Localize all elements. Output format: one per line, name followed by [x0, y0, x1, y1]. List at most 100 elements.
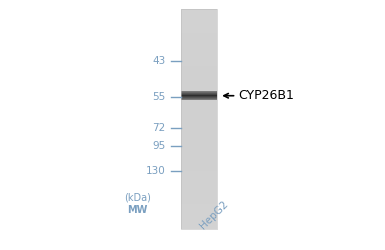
Bar: [181, 114, 218, 116]
Bar: [181, 113, 218, 114]
Bar: [181, 102, 218, 104]
Bar: [181, 74, 218, 75]
Bar: [181, 16, 218, 18]
Bar: [181, 9, 218, 229]
Bar: [181, 55, 218, 56]
Bar: [181, 23, 218, 24]
Bar: [181, 172, 218, 173]
Bar: [181, 146, 218, 148]
Bar: [181, 69, 218, 70]
Bar: [181, 26, 218, 28]
Bar: [181, 194, 218, 195]
Bar: [181, 196, 218, 197]
Bar: [181, 165, 218, 166]
Bar: [181, 190, 218, 192]
Bar: [181, 109, 218, 110]
Bar: [181, 107, 218, 108]
Bar: [181, 106, 218, 107]
Bar: [181, 58, 218, 59]
Bar: [181, 53, 218, 54]
Bar: [181, 44, 218, 45]
Bar: [181, 110, 218, 111]
Bar: [181, 56, 218, 57]
Bar: [181, 144, 218, 145]
Bar: [181, 129, 218, 130]
Bar: [181, 141, 218, 142]
Bar: [181, 164, 218, 165]
Bar: [181, 160, 218, 162]
Bar: [181, 18, 218, 19]
Bar: [181, 98, 218, 99]
Bar: [181, 151, 218, 152]
Bar: [181, 198, 218, 199]
Bar: [181, 65, 218, 66]
Bar: [181, 34, 218, 35]
Bar: [181, 54, 218, 55]
Bar: [181, 63, 218, 64]
Bar: [181, 201, 218, 202]
Bar: [181, 192, 218, 194]
Bar: [181, 35, 218, 36]
Bar: [181, 88, 218, 89]
Bar: [181, 68, 218, 69]
Bar: [181, 40, 218, 41]
Bar: [181, 78, 218, 79]
Bar: [181, 226, 218, 227]
Bar: [181, 14, 218, 16]
Bar: [181, 132, 218, 133]
Bar: [181, 60, 218, 62]
Bar: [181, 228, 218, 229]
Bar: [181, 180, 218, 182]
Bar: [181, 145, 218, 146]
Bar: [181, 227, 218, 228]
Bar: [181, 136, 218, 138]
Bar: [181, 87, 218, 88]
Bar: [181, 67, 218, 68]
Bar: [181, 46, 218, 47]
Text: MW: MW: [127, 205, 147, 215]
Bar: [181, 28, 218, 30]
Text: 95: 95: [152, 141, 166, 151]
Bar: [181, 66, 218, 67]
Bar: [181, 197, 218, 198]
Bar: [181, 174, 218, 175]
Bar: [181, 154, 218, 155]
Bar: [181, 100, 218, 101]
Bar: [181, 206, 218, 207]
Bar: [181, 182, 218, 183]
Bar: [181, 116, 218, 118]
Bar: [181, 153, 218, 154]
Bar: [181, 11, 218, 12]
Bar: [181, 148, 218, 150]
Bar: [181, 96, 218, 97]
Bar: [181, 57, 218, 58]
Bar: [181, 85, 218, 86]
Bar: [181, 119, 218, 120]
Bar: [181, 92, 218, 94]
Bar: [181, 188, 218, 189]
Bar: [181, 70, 218, 72]
Bar: [181, 118, 218, 119]
Bar: [181, 75, 218, 76]
Bar: [181, 22, 218, 23]
Bar: [181, 173, 218, 174]
Bar: [181, 38, 218, 40]
Bar: [181, 221, 218, 222]
Bar: [181, 82, 218, 84]
Bar: [181, 187, 218, 188]
Bar: [181, 80, 218, 82]
Bar: [181, 50, 218, 52]
Bar: [181, 207, 218, 208]
Text: 43: 43: [152, 56, 166, 66]
Bar: [181, 45, 218, 46]
Bar: [181, 211, 218, 212]
Bar: [181, 101, 218, 102]
Bar: [181, 150, 218, 151]
Bar: [181, 122, 218, 123]
Bar: [181, 86, 218, 87]
Bar: [181, 177, 218, 178]
Bar: [181, 133, 218, 134]
Bar: [181, 89, 218, 90]
Bar: [181, 218, 218, 219]
Bar: [181, 167, 218, 168]
